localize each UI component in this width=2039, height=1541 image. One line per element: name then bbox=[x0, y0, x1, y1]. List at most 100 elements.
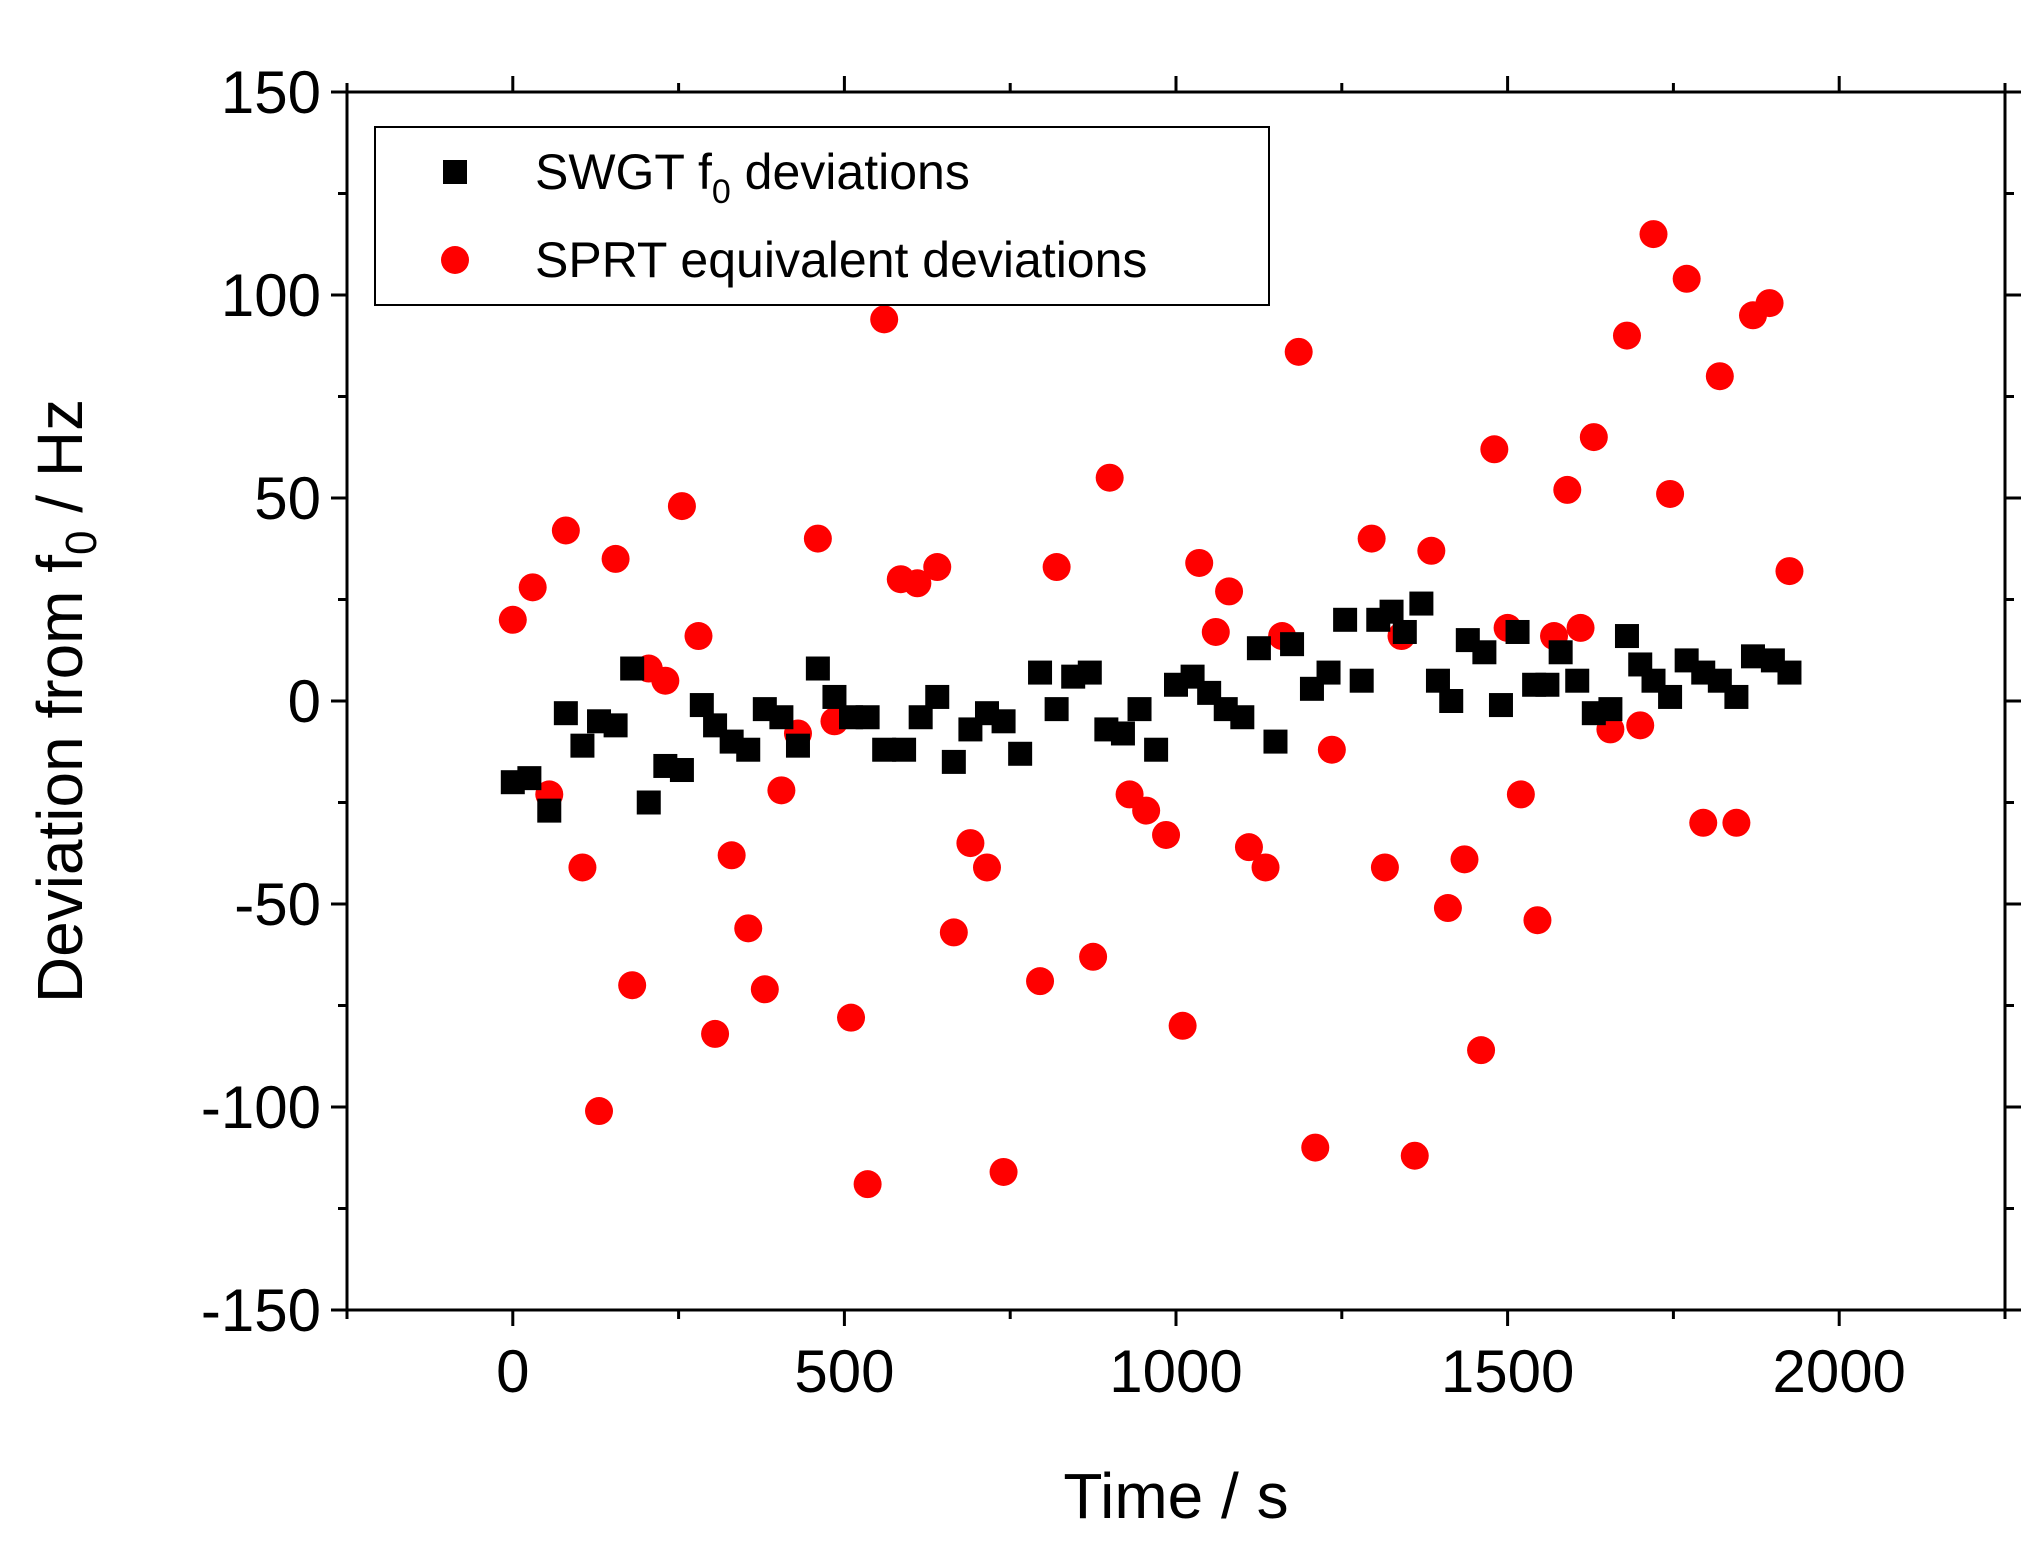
y-axis-title-tail: / Hz bbox=[24, 399, 96, 531]
sprt-data-point bbox=[923, 553, 952, 582]
y-tick-label: 50 bbox=[254, 465, 321, 532]
swgt-data-point bbox=[636, 790, 661, 815]
y-tick-label: 150 bbox=[221, 59, 321, 126]
swgt-data-point bbox=[1488, 693, 1513, 718]
sprt-data-point bbox=[585, 1097, 614, 1126]
sprt-data-point bbox=[1079, 942, 1108, 971]
x-tick-label: 2000 bbox=[1772, 1338, 1905, 1405]
sprt-data-point bbox=[1775, 557, 1804, 586]
swgt-data-point bbox=[892, 737, 917, 762]
sprt-data-point bbox=[1168, 1011, 1197, 1040]
swgt-data-point bbox=[822, 684, 847, 709]
swgt-data-point bbox=[1333, 607, 1358, 632]
y-tick-label: -100 bbox=[201, 1074, 321, 1141]
sprt-data-point bbox=[1566, 613, 1595, 642]
swgt-data-point bbox=[689, 693, 714, 718]
sprt-data-point bbox=[956, 829, 985, 858]
swgt-data-point bbox=[925, 684, 950, 709]
sprt-data-point bbox=[853, 1170, 882, 1199]
sprt-data-point bbox=[1215, 577, 1244, 606]
x-tick-label: 1000 bbox=[1109, 1338, 1242, 1405]
sprt-data-point bbox=[1042, 553, 1071, 582]
legend-swgt-label-tail: deviations bbox=[731, 144, 970, 200]
sprt-data-point bbox=[1579, 423, 1608, 452]
sprt-data-point bbox=[803, 524, 832, 553]
sprt-data-point bbox=[1705, 362, 1734, 391]
sprt-data-point bbox=[1152, 820, 1181, 849]
sprt-data-point bbox=[498, 605, 527, 634]
x-tick-label: 0 bbox=[496, 1338, 529, 1405]
swgt-data-point bbox=[805, 656, 830, 681]
x-tick-label: 500 bbox=[794, 1338, 894, 1405]
swgt-data-point bbox=[1505, 619, 1530, 644]
sprt-data-point bbox=[1201, 617, 1230, 646]
swgt-data-point bbox=[1392, 619, 1417, 644]
sprt-data-point bbox=[1689, 808, 1718, 837]
sprt-data-point bbox=[989, 1157, 1018, 1186]
sprt-data-point bbox=[1317, 735, 1346, 764]
swgt-data-point bbox=[1316, 660, 1341, 685]
swgt-data-point bbox=[1246, 636, 1271, 661]
sprt-data-point bbox=[1433, 894, 1462, 923]
legend-swgt-label-main: SWGT f bbox=[535, 144, 712, 200]
sprt-data-point bbox=[972, 853, 1001, 882]
swgt-data-point bbox=[1409, 591, 1434, 616]
sprt-data-point bbox=[1234, 833, 1263, 862]
legend-swgt-label: SWGT f0 deviations bbox=[535, 144, 970, 211]
swgt-data-point bbox=[1280, 632, 1305, 657]
y-axis-title: Deviation from f0 / Hz bbox=[24, 399, 106, 1003]
sprt-data-point bbox=[767, 776, 796, 805]
sprt-data-point bbox=[939, 918, 968, 947]
sprt-data-point bbox=[601, 544, 630, 573]
swgt-data-point bbox=[1777, 660, 1802, 685]
data-points-layer bbox=[498, 220, 1804, 1199]
swgt-data-point bbox=[1425, 668, 1450, 693]
swgt-data-point bbox=[553, 701, 578, 726]
sprt-data-point bbox=[734, 914, 763, 943]
swgt-data-point bbox=[785, 733, 810, 758]
swgt-data-point bbox=[1548, 640, 1573, 665]
sprt-data-point bbox=[1132, 796, 1161, 825]
y-tick-label: 100 bbox=[221, 262, 321, 329]
sprt-data-point bbox=[903, 569, 932, 598]
legend-box bbox=[374, 126, 1270, 306]
sprt-data-point bbox=[618, 971, 647, 1000]
sprt-data-point bbox=[518, 573, 547, 602]
swgt-data-point bbox=[941, 749, 966, 774]
sprt-data-point bbox=[1672, 264, 1701, 293]
y-tick-label: -150 bbox=[201, 1277, 321, 1344]
sprt-data-point bbox=[1480, 435, 1509, 464]
swgt-data-point bbox=[769, 705, 794, 730]
y-axis-title-subscript: 0 bbox=[57, 530, 106, 554]
swgt-data-point bbox=[620, 656, 645, 681]
swgt-data-point bbox=[1598, 697, 1623, 722]
sprt-data-point bbox=[1450, 845, 1479, 874]
sprt-data-point bbox=[1626, 711, 1655, 740]
sprt-data-point bbox=[1284, 337, 1313, 366]
sprt-data-point bbox=[1370, 853, 1399, 882]
sprt-data-point bbox=[1612, 321, 1641, 350]
legend-swgt-label-subscript: 0 bbox=[712, 173, 731, 211]
sprt-data-point bbox=[1553, 475, 1582, 504]
sprt-data-point bbox=[870, 305, 899, 334]
sprt-data-point bbox=[1467, 1036, 1496, 1065]
swgt-data-point bbox=[570, 733, 595, 758]
sprt-data-point bbox=[837, 1003, 866, 1032]
legend-sprt-label: SPRT equivalent deviations bbox=[535, 232, 1147, 288]
swgt-data-point bbox=[1077, 660, 1102, 685]
sprt-data-point bbox=[1755, 289, 1784, 318]
swgt-data-point bbox=[1008, 741, 1033, 766]
swgt-data-point bbox=[1110, 721, 1135, 746]
swgt-data-point bbox=[1439, 689, 1464, 713]
legend: SWGT f0 deviations SPRT equivalent devia… bbox=[374, 126, 1270, 306]
swgt-data-point bbox=[908, 705, 933, 730]
sprt-data-point bbox=[1400, 1141, 1429, 1170]
y-tick-label: -50 bbox=[234, 871, 321, 938]
x-tick-label: 1500 bbox=[1441, 1338, 1574, 1405]
sprt-data-point bbox=[1656, 479, 1685, 508]
sprt-data-point bbox=[1639, 220, 1668, 249]
sprt-data-point bbox=[750, 975, 779, 1004]
sprt-data-point bbox=[1523, 906, 1552, 935]
swgt-data-point bbox=[603, 713, 628, 738]
